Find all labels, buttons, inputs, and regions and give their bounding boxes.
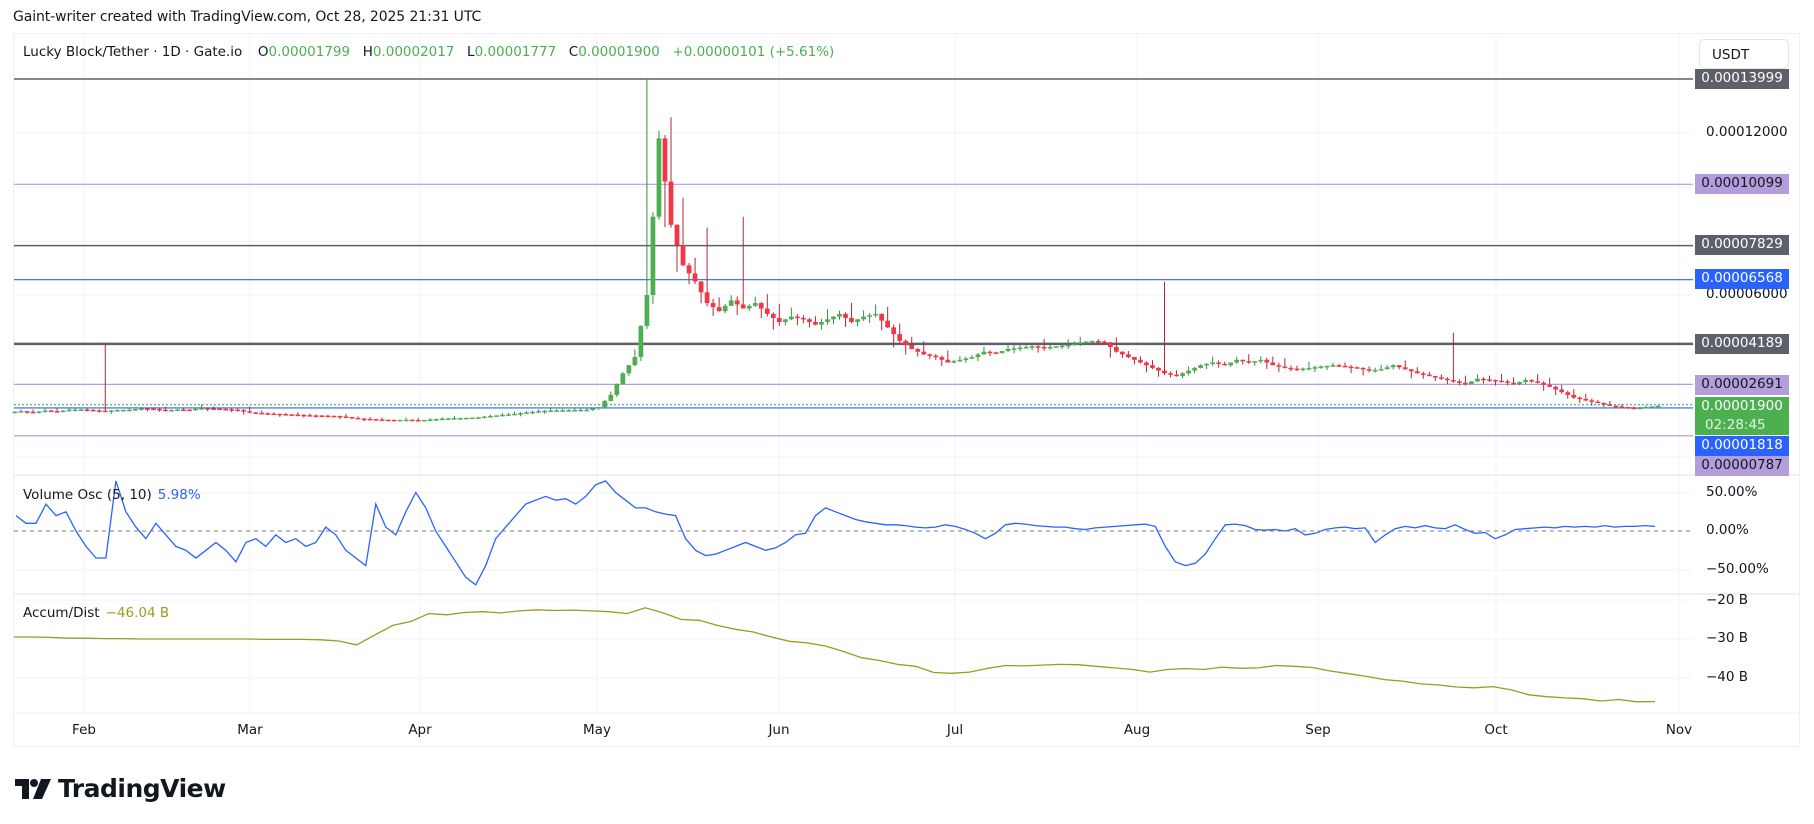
time-label-sep: Sep [1305,722,1331,738]
accum-dist-title: Accum/Dist [23,605,100,621]
vol-osc-axis-0: 0.00% [1706,522,1749,538]
time-label-oct: Oct [1484,722,1508,738]
symbol-legend: Lucky Block/Tether · 1D · Gate.io O0.000… [23,44,834,60]
accum-dist-value: −46.04 B [105,605,170,621]
last-price-value: 0.00001900 [1701,398,1783,414]
open-key: O [257,44,269,60]
volume-osc-value: 5.98% [157,487,201,503]
close-key: C [568,44,579,60]
time-label-aug: Aug [1123,722,1151,738]
vol-osc-axis-neg50: −50.00% [1706,561,1769,577]
time-label-nov: Nov [1665,722,1693,738]
tradingview-logo[interactable]: TradingView [15,774,226,803]
price-level-badge: 0.00004189 [1695,334,1789,354]
time-label-apr: Apr [408,722,432,738]
price-axis-tick: 0.00006000 [1706,286,1788,302]
time-label-jun: Jun [768,722,790,738]
price-axis-tick: 0.00012000 [1706,124,1788,140]
price-level-badge: 0.00007829 [1695,235,1789,255]
price-level-badge: 0.00010099 [1695,174,1789,194]
price-level-badge: 0.00001818 [1695,436,1789,456]
time-label-feb: Feb [72,722,96,738]
chart-credit: Gaint-writer created with TradingView.co… [13,9,482,25]
tradingview-logo-text: TradingView [58,774,226,803]
price-level-badge: 0.00000787 [1695,456,1789,476]
volume-osc-title: Volume Osc (5, 10) [23,487,152,503]
price-level-badge: 0.00006568 [1695,269,1789,289]
low-key: L [467,44,475,60]
vol-osc-axis-50: 50.00% [1706,484,1758,500]
tradingview-logo-icon [15,778,51,799]
time-label-jul: Jul [946,722,964,738]
last-price-badge: 0.00001900 02:28:45 [1695,397,1789,435]
currency-selector[interactable]: USDT [1699,39,1789,69]
change-value: +0.00000101 (+5.61%) [672,44,835,60]
ad-axis-20: −20 B [1706,592,1749,608]
price-level-badge: 0.00013999 [1695,69,1789,89]
close-value: 0.00001900 [578,44,660,60]
ad-axis-30: −30 B [1706,630,1749,646]
high-value: 0.00002017 [372,44,455,60]
bar-countdown: 02:28:45 [1705,417,1766,433]
ad-axis-40: −40 B [1706,669,1749,685]
open-value: 0.00001799 [268,44,351,60]
low-value: 0.00001777 [474,44,557,60]
time-label-mar: Mar [237,722,263,738]
high-key: H [362,44,373,60]
time-label-may: May [583,722,611,738]
chart-frame [13,33,1800,747]
volume-osc-legend[interactable]: Volume Osc (5, 10) 5.98% [23,487,201,503]
accum-dist-legend[interactable]: Accum/Dist −46.04 B [23,605,169,621]
symbol-title[interactable]: Lucky Block/Tether · 1D · Gate.io [23,44,243,60]
price-level-badge: 0.00002691 [1695,375,1789,395]
